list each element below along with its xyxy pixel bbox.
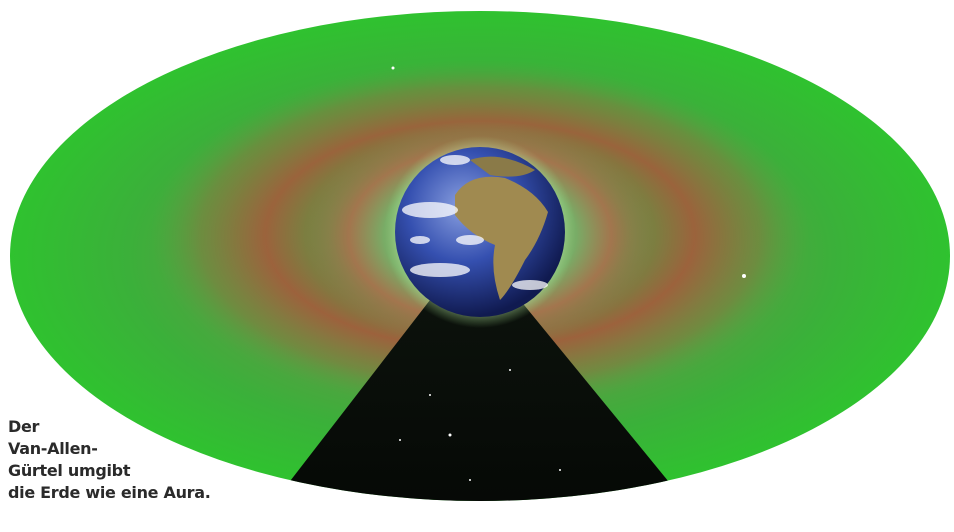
clouds <box>402 155 548 290</box>
stars <box>391 66 746 481</box>
africa <box>455 176 548 300</box>
caption-line: Gürtel umgibt <box>8 461 131 480</box>
shadow-cone <box>260 300 700 501</box>
europe <box>470 156 535 177</box>
caption-line: die Erde wie eine Aura. <box>8 483 211 502</box>
caption-line: Der <box>8 417 40 436</box>
caption: Der Van-Allen- Gürtel umgibt die Erde wi… <box>8 416 211 504</box>
caption-line: Van-Allen- <box>8 439 98 458</box>
